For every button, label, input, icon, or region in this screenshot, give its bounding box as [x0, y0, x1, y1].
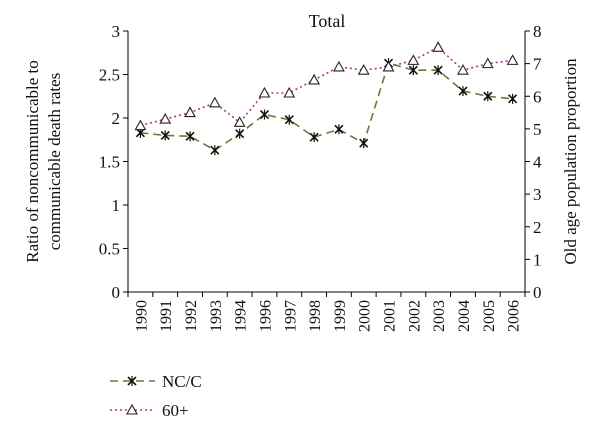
y-tick-label-right: 3: [533, 185, 542, 204]
y-tick-label-left: 2: [112, 109, 121, 128]
marker-x: [284, 114, 294, 125]
x-tick-label: 2000: [357, 300, 374, 332]
legend-label: 60+: [162, 401, 189, 420]
marker-triangle: [506, 54, 519, 65]
y-tick-label-right: 2: [533, 218, 542, 237]
chart-title: Total: [309, 11, 346, 31]
x-tick-label: 1994: [233, 300, 250, 332]
x-tick-label: 2002: [406, 300, 423, 332]
x-tick-label: 1999: [332, 300, 349, 332]
y-tick-label-right: 8: [533, 22, 542, 41]
x-tick-label: 1990: [133, 300, 150, 332]
y-tick-label-right: 5: [533, 120, 542, 139]
marker-triangle: [159, 112, 172, 124]
marker-x: [160, 130, 170, 141]
marker-x: [408, 65, 418, 76]
marker-triangle: [126, 403, 138, 415]
y-tick-label-right: 6: [533, 87, 542, 106]
x-tick-label: 2006: [506, 300, 523, 332]
series-line-ncc: [140, 62, 513, 152]
marker-x: [127, 376, 137, 386]
marker-x: [259, 109, 270, 120]
marker-triangle: [382, 60, 395, 72]
marker-triangle: [258, 86, 271, 98]
x-tick-label: 1998: [307, 300, 324, 332]
marker-triangle: [332, 60, 345, 72]
x-tick-label: 1996: [257, 300, 274, 332]
marker-triangle: [357, 64, 370, 75]
marker-x: [508, 93, 518, 104]
marker-x: [458, 86, 468, 97]
marker-triangle: [233, 116, 246, 127]
marker-x: [433, 65, 443, 76]
x-tick-label: 1992: [183, 300, 200, 332]
y-tick-label-left: 0.5: [99, 240, 120, 259]
legend-item: NC/C: [110, 372, 202, 391]
x-tick-label: 2004: [456, 300, 473, 332]
legend-item: 60+: [110, 401, 189, 420]
y-axis-label-line-1: Ratio of noncommunicable to: [23, 60, 42, 263]
legend-label: NC/C: [162, 372, 202, 391]
marker-triangle: [208, 96, 221, 108]
y-axis-label-line-2: communicable death rates: [45, 73, 64, 250]
marker-triangle: [134, 119, 147, 131]
marker-triangle: [184, 106, 196, 118]
y-tick-label-right: 1: [533, 250, 542, 269]
marker-triangle: [432, 41, 445, 52]
marker-x: [334, 124, 344, 135]
x-tick-label: 2005: [481, 300, 498, 332]
x-tick-label: 1997: [282, 300, 299, 332]
x-tick-label: 2001: [382, 300, 399, 332]
x-tick-label: 2003: [431, 300, 448, 332]
y-tick-label-left: 1.5: [99, 153, 120, 172]
marker-x: [210, 145, 220, 156]
y-tick-label-left: 0: [112, 283, 121, 302]
marker-triangle: [407, 54, 420, 65]
x-tick-label: 1993: [208, 300, 225, 332]
marker-x: [235, 128, 245, 139]
marker-x: [185, 131, 195, 142]
marker-triangle: [457, 64, 469, 75]
x-tick-label: 1991: [158, 300, 175, 332]
marker-triangle: [283, 86, 296, 98]
marker-x: [359, 138, 369, 149]
y-tick-label-left: 3: [112, 22, 121, 41]
y2-axis-label: Old age population proportion: [561, 58, 580, 265]
marker-x: [483, 91, 493, 102]
y-tick-label-right: 4: [533, 153, 542, 172]
y-tick-label-left: 2.5: [99, 66, 120, 85]
marker-triangle: [481, 57, 494, 69]
y-tick-label-left: 1: [112, 196, 121, 215]
marker-x: [309, 132, 319, 143]
y-tick-label-right: 0: [533, 283, 542, 302]
y-tick-label-right: 7: [533, 55, 542, 74]
marker-triangle: [308, 73, 321, 85]
